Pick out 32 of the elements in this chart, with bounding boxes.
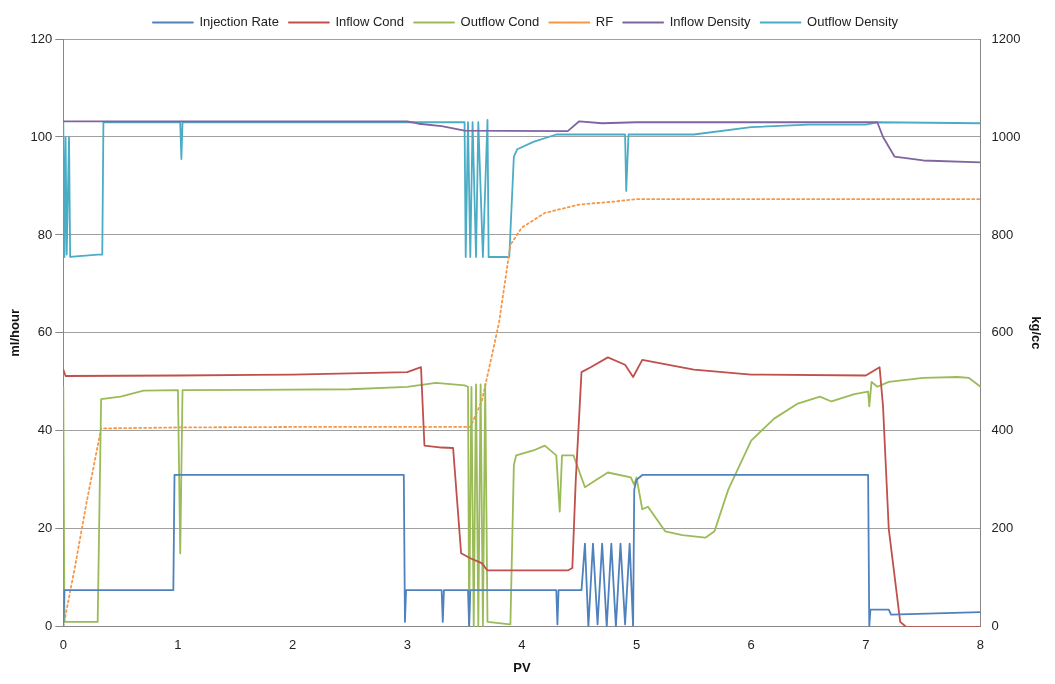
legend-label: Inflow Density: [669, 14, 752, 30]
y-tick-label: 120: [30, 30, 53, 46]
y-axis-title: ml/hour: [7, 309, 23, 357]
y2-tick-label: 0: [991, 618, 999, 634]
y2-axis-title: kg/cc: [1028, 316, 1044, 350]
x-tick-label: 8: [976, 637, 985, 653]
legend-label: Inflow Cond: [335, 14, 405, 30]
legend-label: Outflow Cond: [460, 14, 540, 30]
x-tick-label: 5: [632, 637, 641, 653]
y-tick-label: 60: [37, 324, 53, 340]
y-tick-label: 20: [37, 520, 53, 536]
y2-tick-label: 400: [991, 422, 1014, 438]
y2-tick-label: 1000: [991, 128, 1021, 144]
y-tick-label: 40: [37, 422, 53, 438]
y-tick-label: 80: [37, 226, 53, 242]
x-tick-label: 3: [403, 637, 411, 653]
y2-tick-label: 1200: [991, 30, 1021, 46]
y2-tick-label: 600: [991, 324, 1014, 340]
legend-label: Injection Rate: [199, 14, 279, 30]
x-tick-label: 2: [288, 637, 297, 653]
x-tick-label: 4: [518, 637, 526, 653]
y2-tick-label: 800: [991, 226, 1014, 242]
x-tick-label: 1: [174, 637, 182, 653]
legend-label: Outflow Density: [807, 14, 899, 30]
x-tick-label: 7: [862, 637, 870, 653]
x-tick-label: 6: [747, 637, 755, 653]
x-axis-title: PV: [513, 659, 531, 675]
y2-tick-label: 200: [991, 520, 1014, 536]
y-tick-label: 100: [30, 128, 53, 144]
legend-label: RF: [595, 14, 614, 30]
x-tick-label: 0: [59, 637, 67, 653]
y-tick-label: 0: [45, 618, 53, 634]
